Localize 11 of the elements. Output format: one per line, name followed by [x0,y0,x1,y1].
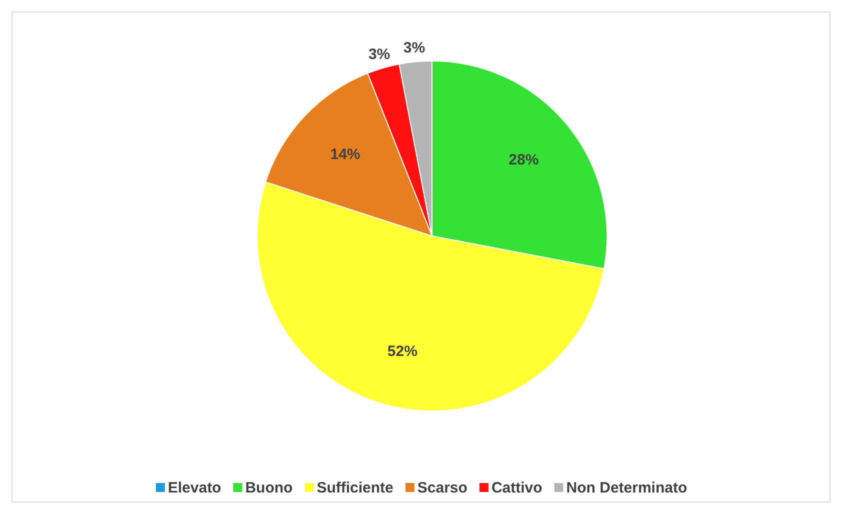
data-label: 3% [368,46,390,64]
legend-label: Elevato [168,480,222,496]
legend-label: Sufficiente [316,480,394,496]
legend-label: Cattivo [491,480,542,496]
legend-label: Buono [245,480,293,496]
data-label: 52% [387,342,418,360]
legend-label: Non Determinato [566,480,688,496]
data-label: 3% [403,39,426,56]
data-label: 14% [330,146,360,164]
data-label: 28% [508,152,539,169]
legend-label: Scarso [417,480,468,496]
